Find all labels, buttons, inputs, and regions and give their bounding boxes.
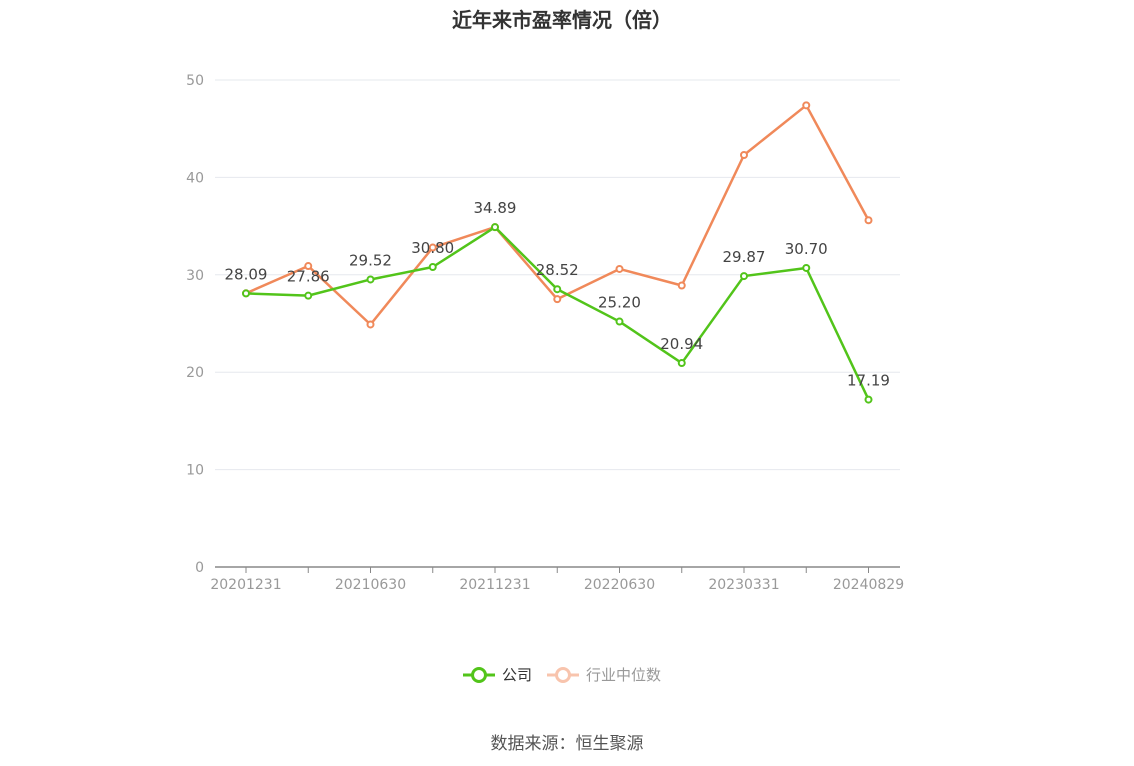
data-point-company [864,395,873,404]
data-point-company [615,317,624,326]
data-label-company: 27.86 [287,268,330,286]
data-labels: 28.09 27.86 29.52 30.80 34.89 28.52 25.20 20.94… [225,199,890,389]
data-label-company: 29.52 [349,251,392,269]
y-tick-label: 0 [195,560,204,576]
data-point-company [304,291,313,300]
data-label-company: 30.80 [411,239,454,257]
x-tick-label: 20240829 [833,577,904,593]
data-point-industry [553,295,562,304]
x-tick-label: 20220630 [584,577,655,593]
series [242,101,873,404]
series-line-company [245,225,870,401]
data-point-company [802,263,811,272]
y-tick-label: 40 [186,170,204,186]
x-tick-label: 20211231 [459,577,530,593]
data-label-company: 30.70 [785,240,828,258]
data-point-company [428,263,437,272]
legend-item-company[interactable]: 公司 [462,664,532,685]
legend-label-industry: 行业中位数 [586,666,662,684]
data-point-industry [428,243,437,252]
y-tick-label: 10 [186,463,204,479]
data-label-company: 25.20 [598,294,641,312]
data-point-industry [677,281,686,290]
x-tick-label: 20201231 [210,577,281,593]
data-point-company [242,289,250,298]
y-tick-label: 20 [186,365,204,381]
data-label-company: 29.87 [723,248,766,266]
data-label-company: 28.52 [536,261,579,279]
legend-label-company: 公司 [502,666,533,684]
data-point-industry [864,216,873,225]
x-tick-label: 20230331 [708,577,779,593]
data-point-company [366,275,375,284]
data-point-company [553,285,562,294]
data-label-company: 34.89 [474,199,517,217]
data-label-company: 28.09 [225,265,268,283]
data-point-industry [366,320,375,329]
data-point-company [740,272,748,281]
x-tick-label: 20210630 [335,577,406,593]
data-point-company [491,223,499,232]
y-tick-label: 50 [186,73,204,89]
data-point-company [677,359,686,368]
legend-industry-line-icon [547,666,580,683]
data-label-company: 20.94 [660,335,703,353]
data-point-industry [802,101,811,110]
grid-lines [215,79,900,471]
data-label-company: 17.19 [847,372,890,390]
y-tick-label: 30 [186,268,204,284]
data-point-industry [740,150,748,159]
legend-item-industry[interactable]: 行业中位数 [546,664,661,685]
legend-company-line-icon [463,666,495,683]
source-note: 数据来源：恒生聚源 [490,734,644,754]
axes: 0 10 20 30 40 50 20201231 20210630 20211231 20220… [186,73,904,593]
chart-title: 近年来市盈率情况（倍） [452,8,672,32]
data-point-industry [304,262,313,271]
legend: 公司 行业中位数 [462,664,675,685]
data-point-industry [615,264,624,273]
